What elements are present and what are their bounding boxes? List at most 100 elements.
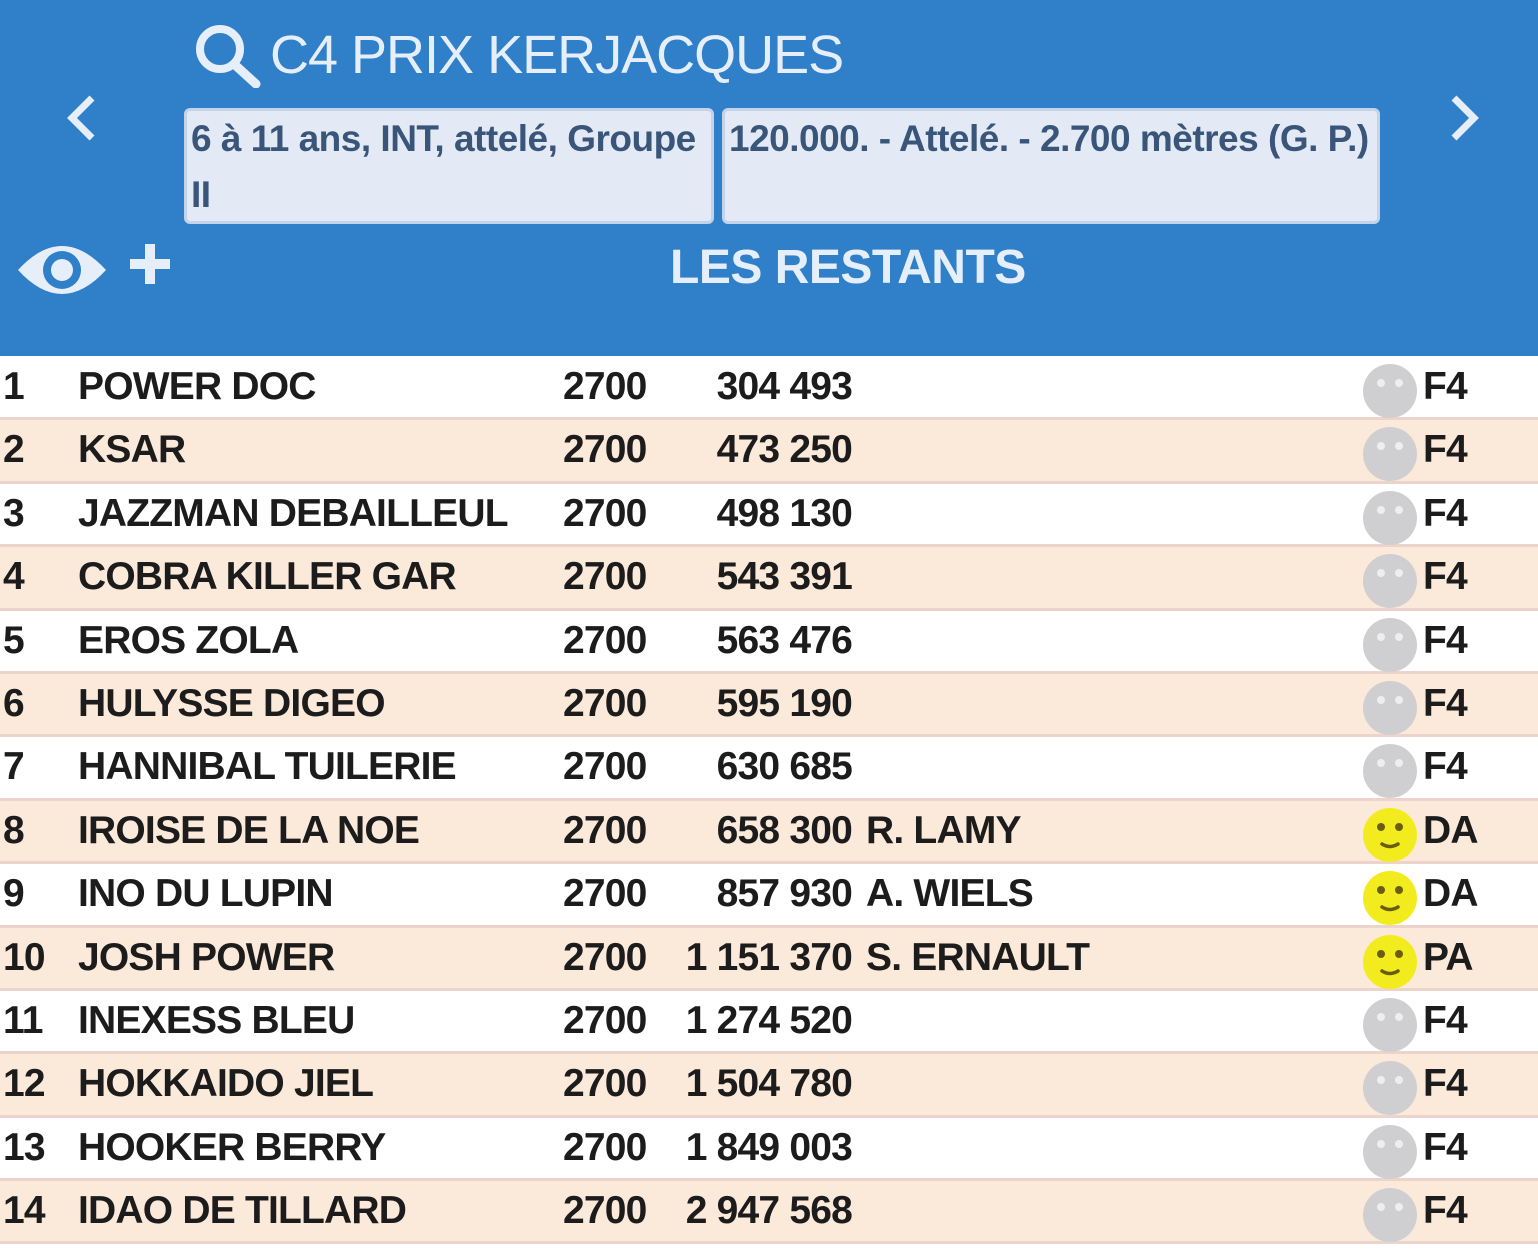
runner-distance: 2700 bbox=[563, 872, 647, 916]
runner-shoeing: F4 bbox=[1423, 998, 1468, 1042]
runner-row[interactable]: 2 KSAR 2700 473 250 F4 bbox=[0, 420, 1538, 484]
runner-name: JAZZMAN DEBAILLEUL bbox=[78, 491, 509, 535]
neutral-face-icon bbox=[1362, 363, 1418, 429]
runner-row[interactable]: 8 IROISE DE LA NOE 2700 658 300 R. LAMY DA bbox=[0, 800, 1538, 865]
runner-shoeing: F4 bbox=[1423, 1125, 1468, 1169]
runner-distance: 2700 bbox=[563, 428, 647, 472]
runner-earnings: 857 930 bbox=[716, 872, 853, 916]
runner-shoeing: DA bbox=[1423, 808, 1479, 852]
runner-shoeing: F4 bbox=[1423, 491, 1468, 535]
search-icon[interactable] bbox=[192, 22, 262, 88]
runner-shoeing: F4 bbox=[1423, 745, 1468, 789]
runner-distance: 2700 bbox=[563, 491, 647, 535]
runner-distance: 2700 bbox=[563, 365, 647, 408]
neutral-face-icon bbox=[1362, 490, 1418, 556]
smiley-face-icon bbox=[1362, 934, 1418, 1000]
runner-earnings: 543 391 bbox=[716, 555, 853, 599]
race-title: C4 PRIX KERJACQUES bbox=[192, 22, 844, 88]
runner-number: 2 bbox=[3, 428, 25, 472]
runner-shoeing: PA bbox=[1423, 935, 1473, 979]
runner-distance: 2700 bbox=[563, 1125, 647, 1169]
runner-shoeing: F4 bbox=[1423, 555, 1468, 599]
runner-distance: 2700 bbox=[563, 1062, 647, 1106]
runner-earnings: 1 849 003 bbox=[685, 1125, 853, 1169]
plus-icon[interactable] bbox=[128, 242, 172, 286]
runner-number: 9 bbox=[3, 872, 25, 916]
header: C4 PRIX KERJACQUES 6 à 11 ans, INT, atte… bbox=[0, 0, 1538, 356]
runner-number: 7 bbox=[3, 745, 25, 789]
runner-name: IDAO DE TILLARD bbox=[78, 1189, 407, 1233]
runner-number: 11 bbox=[3, 998, 43, 1042]
runner-row[interactable]: 3 JAZZMAN DEBAILLEUL 2700 498 130 F4 bbox=[0, 484, 1538, 548]
neutral-face-icon bbox=[1362, 1060, 1418, 1126]
runner-earnings: 658 300 bbox=[716, 808, 853, 852]
runner-row[interactable]: 1 POWER DOC 2700 304 493 F4 bbox=[0, 357, 1538, 421]
runner-name: IROISE DE LA NOE bbox=[78, 808, 420, 852]
runner-name: COBRA KILLER GAR bbox=[78, 555, 457, 599]
runner-earnings: 1 504 780 bbox=[685, 1062, 853, 1106]
runner-number: 5 bbox=[3, 618, 25, 662]
runner-row[interactable]: 12 HOKKAIDO JIEL 2700 1 504 780 F4 bbox=[0, 1054, 1538, 1118]
runner-row[interactable]: 9 INO DU LUPIN 2700 857 930 A. WIELS DA bbox=[0, 864, 1538, 928]
runner-shoeing: F4 bbox=[1423, 1062, 1468, 1106]
runner-number: 8 bbox=[3, 808, 25, 852]
neutral-face-icon bbox=[1362, 553, 1418, 619]
runner-earnings: 1 151 370 bbox=[685, 935, 853, 979]
runner-name: HOKKAIDO JIEL bbox=[78, 1062, 374, 1106]
neutral-face-icon bbox=[1362, 426, 1418, 492]
runner-shoeing: F4 bbox=[1423, 681, 1468, 725]
section-title: LES RESTANTS bbox=[670, 241, 1026, 294]
runner-distance: 2700 bbox=[563, 808, 647, 852]
chevron-left-icon[interactable] bbox=[62, 88, 102, 148]
neutral-face-icon bbox=[1362, 680, 1418, 746]
runner-name: POWER DOC bbox=[78, 365, 316, 408]
runner-row[interactable]: 13 HOOKER BERRY 2700 1 849 003 F4 bbox=[0, 1118, 1538, 1182]
runner-shoeing: F4 bbox=[1423, 618, 1468, 662]
neutral-face-icon bbox=[1362, 997, 1418, 1063]
runner-number: 12 bbox=[3, 1062, 46, 1106]
runner-driver: S. ERNAULT bbox=[866, 935, 1090, 979]
runner-number: 4 bbox=[3, 555, 25, 599]
runner-earnings: 563 476 bbox=[716, 618, 853, 662]
runner-row[interactable]: 10 JOSH POWER 2700 1 151 370 S. ERNAULT PA bbox=[0, 927, 1538, 991]
runner-earnings: 1 274 520 bbox=[685, 998, 853, 1042]
smiley-face-icon bbox=[1362, 870, 1418, 936]
runner-name: JOSH POWER bbox=[78, 935, 335, 979]
runner-number: 14 bbox=[3, 1189, 46, 1233]
eye-icon[interactable] bbox=[16, 238, 108, 302]
runner-distance: 2700 bbox=[563, 745, 647, 789]
neutral-face-icon bbox=[1362, 743, 1418, 809]
runner-driver: A. WIELS bbox=[866, 872, 1034, 916]
neutral-face-icon bbox=[1362, 617, 1418, 683]
runner-row[interactable]: 7 HANNIBAL TUILERIE 2700 630 685 F4 bbox=[0, 737, 1538, 801]
race-conditions: 6 à 11 ans, INT, attelé, Groupe II bbox=[184, 108, 714, 224]
neutral-face-icon bbox=[1362, 1187, 1418, 1253]
runner-shoeing: F4 bbox=[1423, 365, 1468, 408]
runner-name: EROS ZOLA bbox=[78, 618, 299, 662]
runner-name: INO DU LUPIN bbox=[78, 872, 334, 916]
runner-distance: 2700 bbox=[563, 618, 647, 662]
runner-row[interactable]: 5 EROS ZOLA 2700 563 476 F4 bbox=[0, 611, 1538, 674]
runner-distance: 2700 bbox=[563, 1189, 647, 1233]
runner-name: HANNIBAL TUILERIE bbox=[78, 745, 457, 789]
runner-row[interactable]: 4 COBRA KILLER GAR 2700 543 391 F4 bbox=[0, 547, 1538, 611]
runner-number: 3 bbox=[3, 491, 25, 535]
runner-number: 13 bbox=[3, 1125, 46, 1169]
runner-earnings: 595 190 bbox=[716, 681, 853, 725]
title-text: C4 PRIX KERJACQUES bbox=[270, 25, 844, 85]
runner-name: KSAR bbox=[78, 428, 186, 472]
runner-shoeing: F4 bbox=[1423, 428, 1468, 472]
chevron-right-icon[interactable] bbox=[1444, 88, 1484, 148]
runner-driver: R. LAMY bbox=[866, 808, 1022, 852]
runner-shoeing: F4 bbox=[1423, 1189, 1468, 1233]
runner-row[interactable]: 14 IDAO DE TILLARD 2700 2 947 568 F4 bbox=[0, 1181, 1538, 1245]
smiley-face-icon bbox=[1362, 807, 1418, 873]
runner-row[interactable]: 11 INEXESS BLEU 2700 1 274 520 F4 bbox=[0, 991, 1538, 1055]
runner-distance: 2700 bbox=[563, 935, 647, 979]
runner-distance: 2700 bbox=[563, 681, 647, 725]
runner-name: HOOKER BERRY bbox=[78, 1125, 386, 1169]
runner-earnings: 630 685 bbox=[716, 745, 853, 789]
neutral-face-icon bbox=[1362, 1124, 1418, 1190]
runner-row[interactable]: 6 HULYSSE DIGEO 2700 595 190 F4 bbox=[0, 673, 1538, 738]
race-details: 120.000. - Attelé. - 2.700 mètres (G. P.… bbox=[722, 108, 1380, 224]
